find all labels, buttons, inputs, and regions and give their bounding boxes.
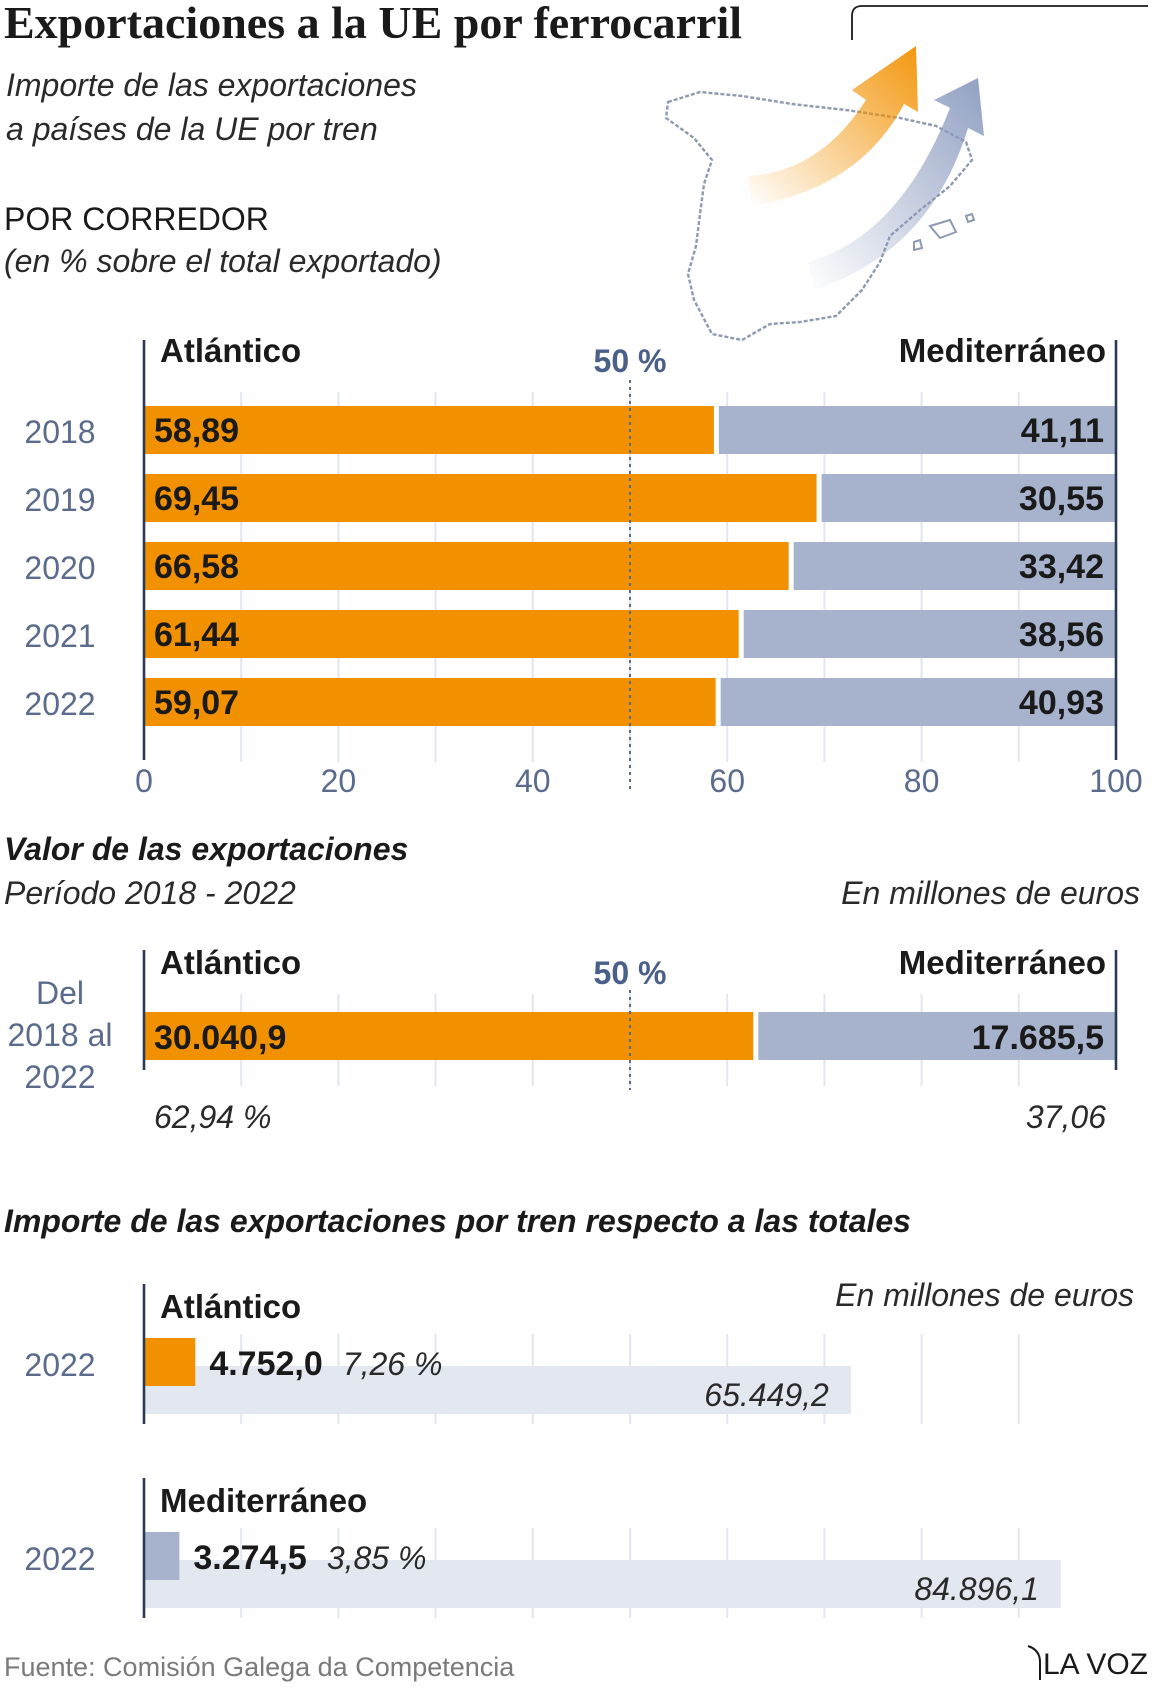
c1-bar-mediterraneo [793, 542, 1116, 590]
c1-value-label-mediterraneo: 30,55 [1019, 480, 1104, 518]
c1-x-tick-label: 60 [709, 763, 745, 799]
c1-x-tick-label: 100 [1089, 763, 1142, 799]
c1-value-label-mediterraneo: 40,93 [1019, 684, 1104, 722]
c3-pct-label-atlantico: 7,26 % [343, 1346, 443, 1382]
c1-value-label-atlantico: 66,58 [154, 548, 239, 586]
source-note: Fuente: Comisión Galega da Competencia [4, 1652, 515, 1682]
title-bracket [851, 5, 1148, 40]
c2-category-line-2: 2018 al [8, 1017, 113, 1053]
c1-reference-label: 50 % [594, 343, 667, 379]
c2-value-label-atlantico: 30.040,9 [154, 1019, 286, 1057]
c1-bar-atlantico [144, 542, 789, 590]
c2-category-line-1: Del [36, 975, 84, 1011]
section2-period: Período 2018 - 2022 [4, 875, 296, 911]
brand-bracket [1027, 1645, 1041, 1680]
c3-pct-label-mediterraneo: 3,85 % [327, 1540, 427, 1576]
section1-note: (en % sobre el total exportado) [4, 243, 442, 279]
subtitle-line-2: a países de la UE por tren [6, 111, 378, 147]
c1-category-label: 2019 [24, 482, 95, 518]
mediterranean-arrow [808, 78, 984, 290]
c3-total-bar-mediterraneo [144, 1560, 1061, 1608]
balearic-islands [913, 212, 976, 252]
c3-rail-bar-atlantico [144, 1338, 196, 1386]
c1-category-label: 2022 [24, 686, 95, 722]
section3-heading: Importe de las exportaciones por tren re… [4, 1203, 911, 1239]
c1-bar-atlantico [144, 610, 739, 658]
c2-value-label-mediterraneo: 17.685,5 [972, 1019, 1104, 1057]
c2-reference-label: 50 % [594, 955, 667, 991]
atlantic-arrow [748, 46, 918, 206]
c1-category-label: 2018 [24, 414, 95, 450]
c1-category-label: 2020 [24, 550, 95, 586]
c1-bar-atlantico [144, 474, 817, 522]
c1-x-tick-label: 20 [321, 763, 357, 799]
c1-bar-mediterraneo [720, 678, 1116, 726]
c1-bar-atlantico [144, 406, 714, 454]
c1-legend-atlantico: Atlántico [160, 332, 301, 369]
c1-value-label-atlantico: 69,45 [154, 480, 239, 518]
c1-value-label-atlantico: 59,07 [154, 684, 239, 722]
section1-heading: POR CORREDOR [4, 201, 269, 237]
c2-legend-atlantico: Atlántico [160, 944, 301, 981]
c1-value-label-atlantico: 61,44 [154, 616, 239, 654]
c2-share-atlantico: 62,94 % [154, 1099, 271, 1135]
chart-importe-respecto-totales: Atlántico 2022 4.752,0 7,26 % 65.449,2 Medite… [24, 1284, 1061, 1618]
c3-panel-label-atlantico: Atlántico [160, 1288, 301, 1325]
section3-units: En millones de euros [835, 1277, 1134, 1313]
c1-value-label-mediterraneo: 33,42 [1019, 548, 1104, 586]
c3-total-value-mediterraneo: 84.896,1 [914, 1571, 1039, 1607]
chart-valor-exportaciones: 30.040,9 17.685,5 Atlántico Mediterráneo … [8, 944, 1118, 1135]
c1-value-label-mediterraneo: 41,11 [1021, 412, 1104, 450]
c3-total-value-atlantico: 65.449,2 [704, 1377, 829, 1413]
c1-bar-mediterraneo [743, 610, 1116, 658]
spain-map-with-arrows-icon [664, 46, 984, 342]
c1-value-label-atlantico: 58,89 [154, 412, 239, 450]
c1-bar-mediterraneo [718, 406, 1116, 454]
c3-total-bar-atlantico [144, 1366, 851, 1414]
subtitle-line-1: Importe de las exportaciones [6, 67, 417, 103]
c1-value-label-mediterraneo: 38,56 [1019, 616, 1104, 654]
page-title: Exportaciones a la UE por ferrocarril [4, 0, 742, 48]
c3-rail-value-mediterraneo: 3.274,5 [193, 1539, 306, 1577]
section2-units: En millones de euros [841, 875, 1140, 911]
c1-x-tick-label: 80 [904, 763, 940, 799]
c2-bar-atlantico [144, 1012, 754, 1060]
c1-bar-atlantico [144, 678, 716, 726]
c1-x-tick-label: 40 [515, 763, 551, 799]
c3-rail-value-atlantico: 4.752,0 [209, 1345, 322, 1383]
c3-category-label: 2022 [24, 1541, 95, 1577]
c2-category-line-3: 2022 [24, 1059, 95, 1095]
iberia-outline [664, 90, 974, 342]
c3-rail-bar-mediterraneo [144, 1532, 180, 1580]
section2-heading: Valor de las exportaciones [4, 831, 408, 867]
brand-logo: LA VOZ [1043, 1648, 1148, 1681]
c1-x-tick-label: 0 [135, 763, 153, 799]
c1-bar-mediterraneo [821, 474, 1116, 522]
c2-bar-mediterraneo [758, 1012, 1116, 1060]
c2-legend-mediterraneo: Mediterráneo [899, 944, 1106, 981]
c3-panel-label-mediterraneo: Mediterráneo [160, 1482, 367, 1519]
c1-legend-mediterraneo: Mediterráneo [899, 332, 1106, 369]
c2-share-mediterraneo: 37,06 [1026, 1099, 1106, 1135]
c1-category-label: 2021 [24, 618, 95, 654]
c3-category-label: 2022 [24, 1347, 95, 1383]
chart-por-corredor: 2018 58,89 41,11 2019 69,45 30,55 2020 66,58 33,… [24, 332, 1142, 799]
